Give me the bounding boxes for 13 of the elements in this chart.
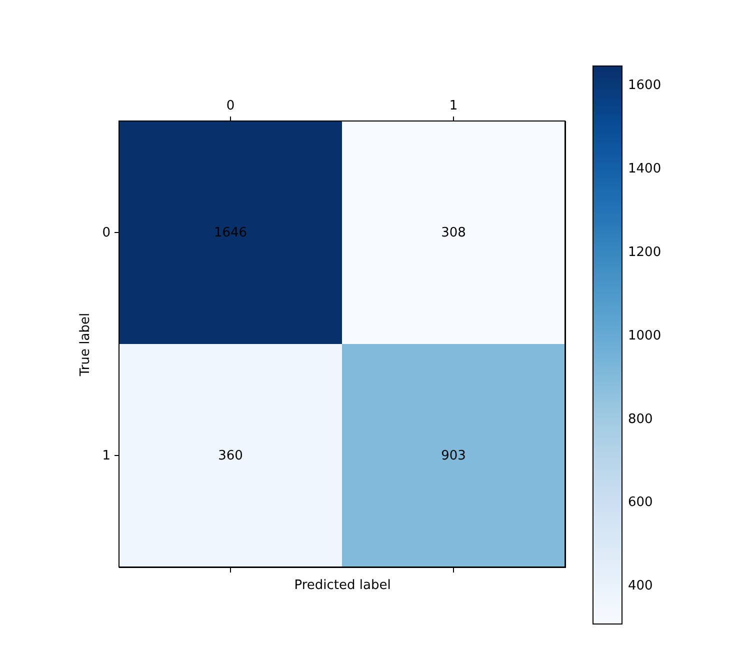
color-bar-label: 400 — [628, 578, 653, 594]
color-bar-label: 1000 — [628, 328, 662, 344]
data-label: 360 — [218, 448, 243, 464]
y-axis-title: True label — [78, 312, 94, 378]
color-bar-label: 600 — [628, 495, 653, 510]
data-label: 903 — [441, 448, 466, 464]
x-axis-title: Predicted label — [294, 578, 391, 593]
color-bar-label: 1200 — [628, 245, 662, 260]
color-bar-label: 800 — [628, 412, 653, 427]
data-label: 308 — [441, 226, 466, 240]
color-bar-label: 1600 — [628, 78, 662, 94]
color-bar-label: 1400 — [628, 162, 662, 177]
data-label: 1646 — [214, 226, 248, 240]
